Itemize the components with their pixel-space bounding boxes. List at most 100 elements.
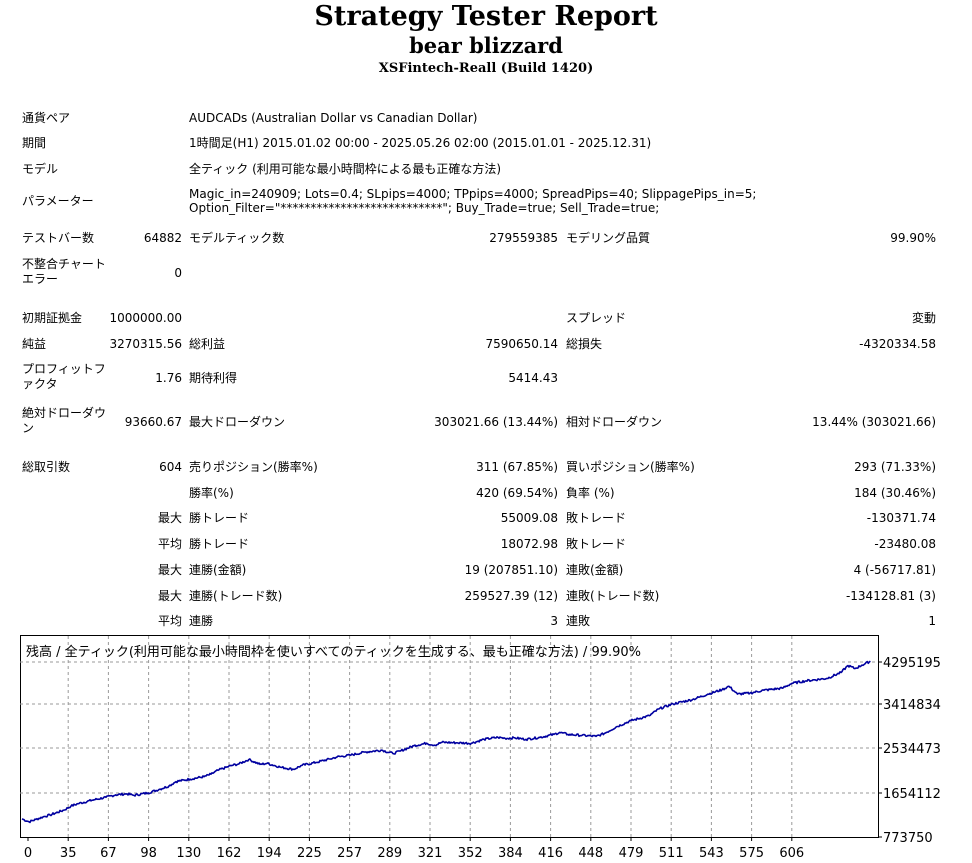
net-profit-value: 3270315.56 bbox=[109, 337, 182, 351]
y-tick-label: 773750 bbox=[883, 831, 933, 846]
max-consecutive-losses-value: 4 (-56717.81) bbox=[853, 563, 936, 577]
total-trades-label: 総取引数 bbox=[22, 460, 71, 474]
chart-series-group bbox=[21, 660, 871, 824]
x-tick-label: 289 bbox=[377, 846, 402, 861]
avg-consecutive-losses-value: 1 bbox=[928, 614, 936, 628]
x-tick-label: 543 bbox=[699, 846, 724, 861]
model-label: モデル bbox=[22, 162, 59, 176]
y-tick-label: 4295195 bbox=[883, 656, 941, 671]
bars-label: テストバー数 bbox=[22, 231, 95, 245]
long-positions-label: 買いポジション(勝率%) bbox=[566, 460, 695, 474]
average-loss-label: 敗トレード bbox=[566, 537, 627, 551]
x-tick-label: 479 bbox=[619, 846, 644, 861]
expected-payoff-label: 期待利得 bbox=[189, 371, 238, 385]
quality-value: 99.90% bbox=[890, 231, 936, 245]
largest-win-value: 55009.08 bbox=[500, 511, 558, 525]
relative-drawdown-value: 13.44% (303021.66) bbox=[812, 415, 936, 429]
avg-consecutive-wins-value: 3 bbox=[550, 614, 558, 628]
quality-label: モデリング品質 bbox=[566, 231, 651, 245]
average-win-label: 勝トレード bbox=[189, 537, 250, 551]
max-consecutive-wins-value: 19 (207851.10) bbox=[464, 563, 558, 577]
max-drawdown-label: 最大ドローダウン bbox=[189, 415, 286, 429]
max-consecutive-profit-value: 259527.39 (12) bbox=[464, 589, 558, 603]
gross-profit-label: 総利益 bbox=[189, 337, 226, 351]
gross-loss-value: -4320334.58 bbox=[859, 337, 936, 351]
win-rate-label: 勝率(%) bbox=[189, 486, 234, 500]
plot-frame bbox=[20, 635, 879, 838]
deposit-value: 1000000.00 bbox=[109, 311, 182, 325]
max-consecutive-loss-value: -134128.81 (3) bbox=[845, 589, 936, 603]
server-build: XSFintech-Reall (Build 1420) bbox=[378, 61, 594, 76]
balance-chart-svg: 残高 / 全ティック(利用可能な最小時間枠を使いすべてのティックを生成する、最も… bbox=[20, 635, 941, 861]
x-tick-label: 384 bbox=[498, 846, 523, 861]
x-tick-label: 352 bbox=[458, 846, 483, 861]
params-line2: Option_Filter="*************************… bbox=[189, 201, 660, 215]
report-title: Strategy Tester Report bbox=[314, 1, 658, 32]
model-value: 全ティック (利用可能な最小時間枠による最も正確な方法) bbox=[189, 162, 502, 176]
x-axis-ticks: 0 35 67 98 130 162 194 225 257 289 321 352 384 416 448… bbox=[24, 837, 804, 861]
x-tick-label: 130 bbox=[176, 846, 201, 861]
deposit-label: 初期証拠金 bbox=[22, 311, 83, 325]
avg-consecutive-wins-label: 連勝 bbox=[189, 614, 214, 628]
average-prefix: 平均 bbox=[157, 537, 182, 551]
average-loss-value: -23480.08 bbox=[874, 537, 936, 551]
x-tick-label: 162 bbox=[217, 846, 242, 861]
gross-loss-label: 総損失 bbox=[566, 337, 603, 351]
symbol-label: 通貨ペア bbox=[22, 111, 71, 125]
largest-loss-label: 敗トレード bbox=[566, 511, 627, 525]
short-positions-label: 売りポジション(勝率%) bbox=[189, 460, 318, 474]
long-positions-value: 293 (71.33%) bbox=[854, 460, 936, 474]
ticks-label: モデルティック数 bbox=[189, 231, 285, 245]
largest-win-label: 勝トレード bbox=[189, 511, 250, 525]
expected-payoff-value: 5414.43 bbox=[508, 371, 558, 385]
largest-prefix: 最大 bbox=[157, 511, 182, 525]
period-value: 1時間足(H1) 2015.01.02 00:00 - 2025.05.26 0… bbox=[189, 136, 652, 150]
balance-chart: 残高 / 全ティック(利用可能な最小時間枠を使いすべてのティックを生成する、最も… bbox=[20, 635, 970, 861]
max-consec2-prefix: 最大 bbox=[157, 589, 182, 603]
max-consecutive-loss-label: 連敗(トレード数) bbox=[566, 589, 660, 603]
x-tick-label: 448 bbox=[578, 846, 603, 861]
y-tick-label: 1654112 bbox=[883, 787, 941, 802]
chart-grid bbox=[20, 636, 878, 837]
max-drawdown-value: 303021.66 (13.44%) bbox=[434, 415, 558, 429]
win-rate-value: 420 (69.54%) bbox=[476, 486, 558, 500]
profit-factor-label: プロフィットファクタ bbox=[22, 362, 106, 391]
x-tick-label: 416 bbox=[538, 846, 563, 861]
short-positions-value: 311 (67.85%) bbox=[476, 460, 558, 474]
net-profit-label: 純益 bbox=[22, 337, 47, 351]
max-consecutive-losses-label: 連敗(金額) bbox=[566, 563, 624, 577]
spread-label: スプレッド bbox=[566, 311, 627, 325]
absolute-drawdown-label: 絶対ドローダウン bbox=[22, 406, 107, 435]
x-tick-label: 606 bbox=[779, 846, 804, 861]
params-label: パラメーター bbox=[22, 194, 94, 208]
average-win-value: 18072.98 bbox=[500, 537, 558, 551]
x-tick-label: 0 bbox=[24, 846, 32, 861]
max-consec-prefix: 最大 bbox=[157, 563, 182, 577]
loss-rate-value: 184 (30.46%) bbox=[854, 486, 936, 500]
balance-line bbox=[21, 660, 871, 824]
x-tick-label: 257 bbox=[337, 846, 362, 861]
avg-consecutive-losses-label: 連敗 bbox=[566, 614, 591, 628]
y-axis-ticks: 4295195 3414834 2534473 1654112 773750 bbox=[878, 656, 941, 846]
params-line1: Magic_in=240909; Lots=0.4; SLpips=4000; … bbox=[189, 187, 757, 201]
x-tick-label: 575 bbox=[739, 846, 764, 861]
spread-value: 変動 bbox=[911, 311, 936, 325]
largest-loss-value: -130371.74 bbox=[866, 511, 936, 525]
max-consecutive-wins-label: 連勝(金額) bbox=[189, 563, 247, 577]
symbol-value: AUDCADs (Australian Dollar vs Canadian D… bbox=[189, 111, 478, 125]
x-tick-label: 194 bbox=[257, 846, 282, 861]
y-tick-label: 2534473 bbox=[883, 742, 941, 757]
x-tick-label: 321 bbox=[418, 846, 443, 861]
loss-rate-label: 負率 (%) bbox=[566, 486, 615, 500]
mismatch-value: 0 bbox=[174, 266, 182, 280]
x-tick-label: 511 bbox=[659, 846, 684, 861]
x-tick-label: 98 bbox=[140, 846, 157, 861]
bars-value: 64882 bbox=[143, 231, 182, 245]
mismatch-label: 不整合チャートエラー bbox=[22, 257, 106, 286]
ea-name: bear blizzard bbox=[409, 33, 563, 58]
x-tick-label: 67 bbox=[100, 846, 117, 861]
period-label: 期間 bbox=[22, 136, 47, 150]
relative-drawdown-label: 相対ドローダウン bbox=[566, 415, 663, 429]
ticks-value: 279559385 bbox=[489, 231, 558, 245]
max-consecutive-profit-label: 連勝(トレード数) bbox=[189, 589, 283, 603]
